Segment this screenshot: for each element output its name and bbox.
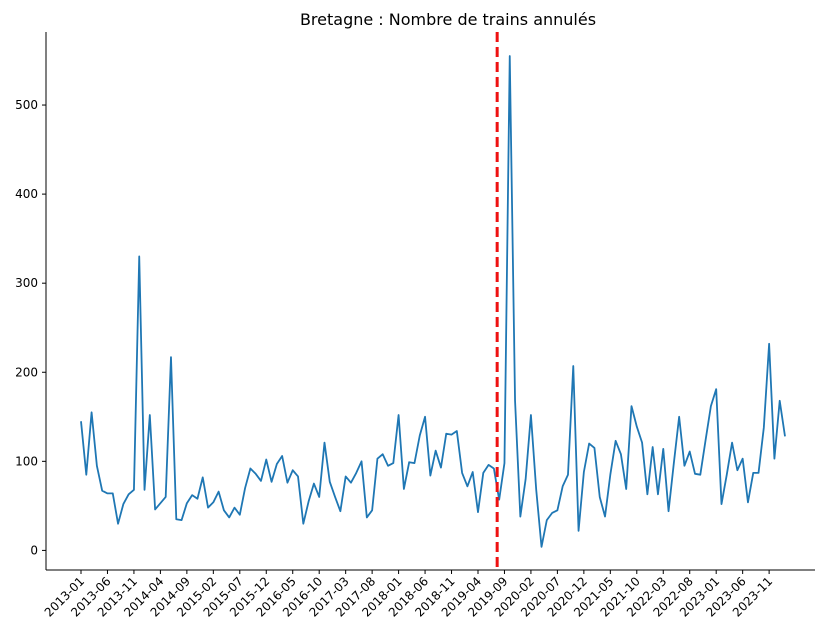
y-tick-label: 200 (15, 365, 38, 379)
y-tick-label: 300 (15, 276, 38, 290)
chart-title: Bretagne : Nombre de trains annulés (300, 10, 596, 29)
y-tick-label: 100 (15, 454, 38, 468)
y-tick-label: 500 (15, 98, 38, 112)
y-tick-label: 400 (15, 187, 38, 201)
y-axis-ticks: 0 100 200 300 400 500 (15, 98, 46, 557)
x-axis-ticks: 2013-012013-062013-112014-042014-092015-… (42, 570, 775, 620)
y-tick-label: 0 (30, 543, 38, 557)
series-line (80, 55, 786, 548)
